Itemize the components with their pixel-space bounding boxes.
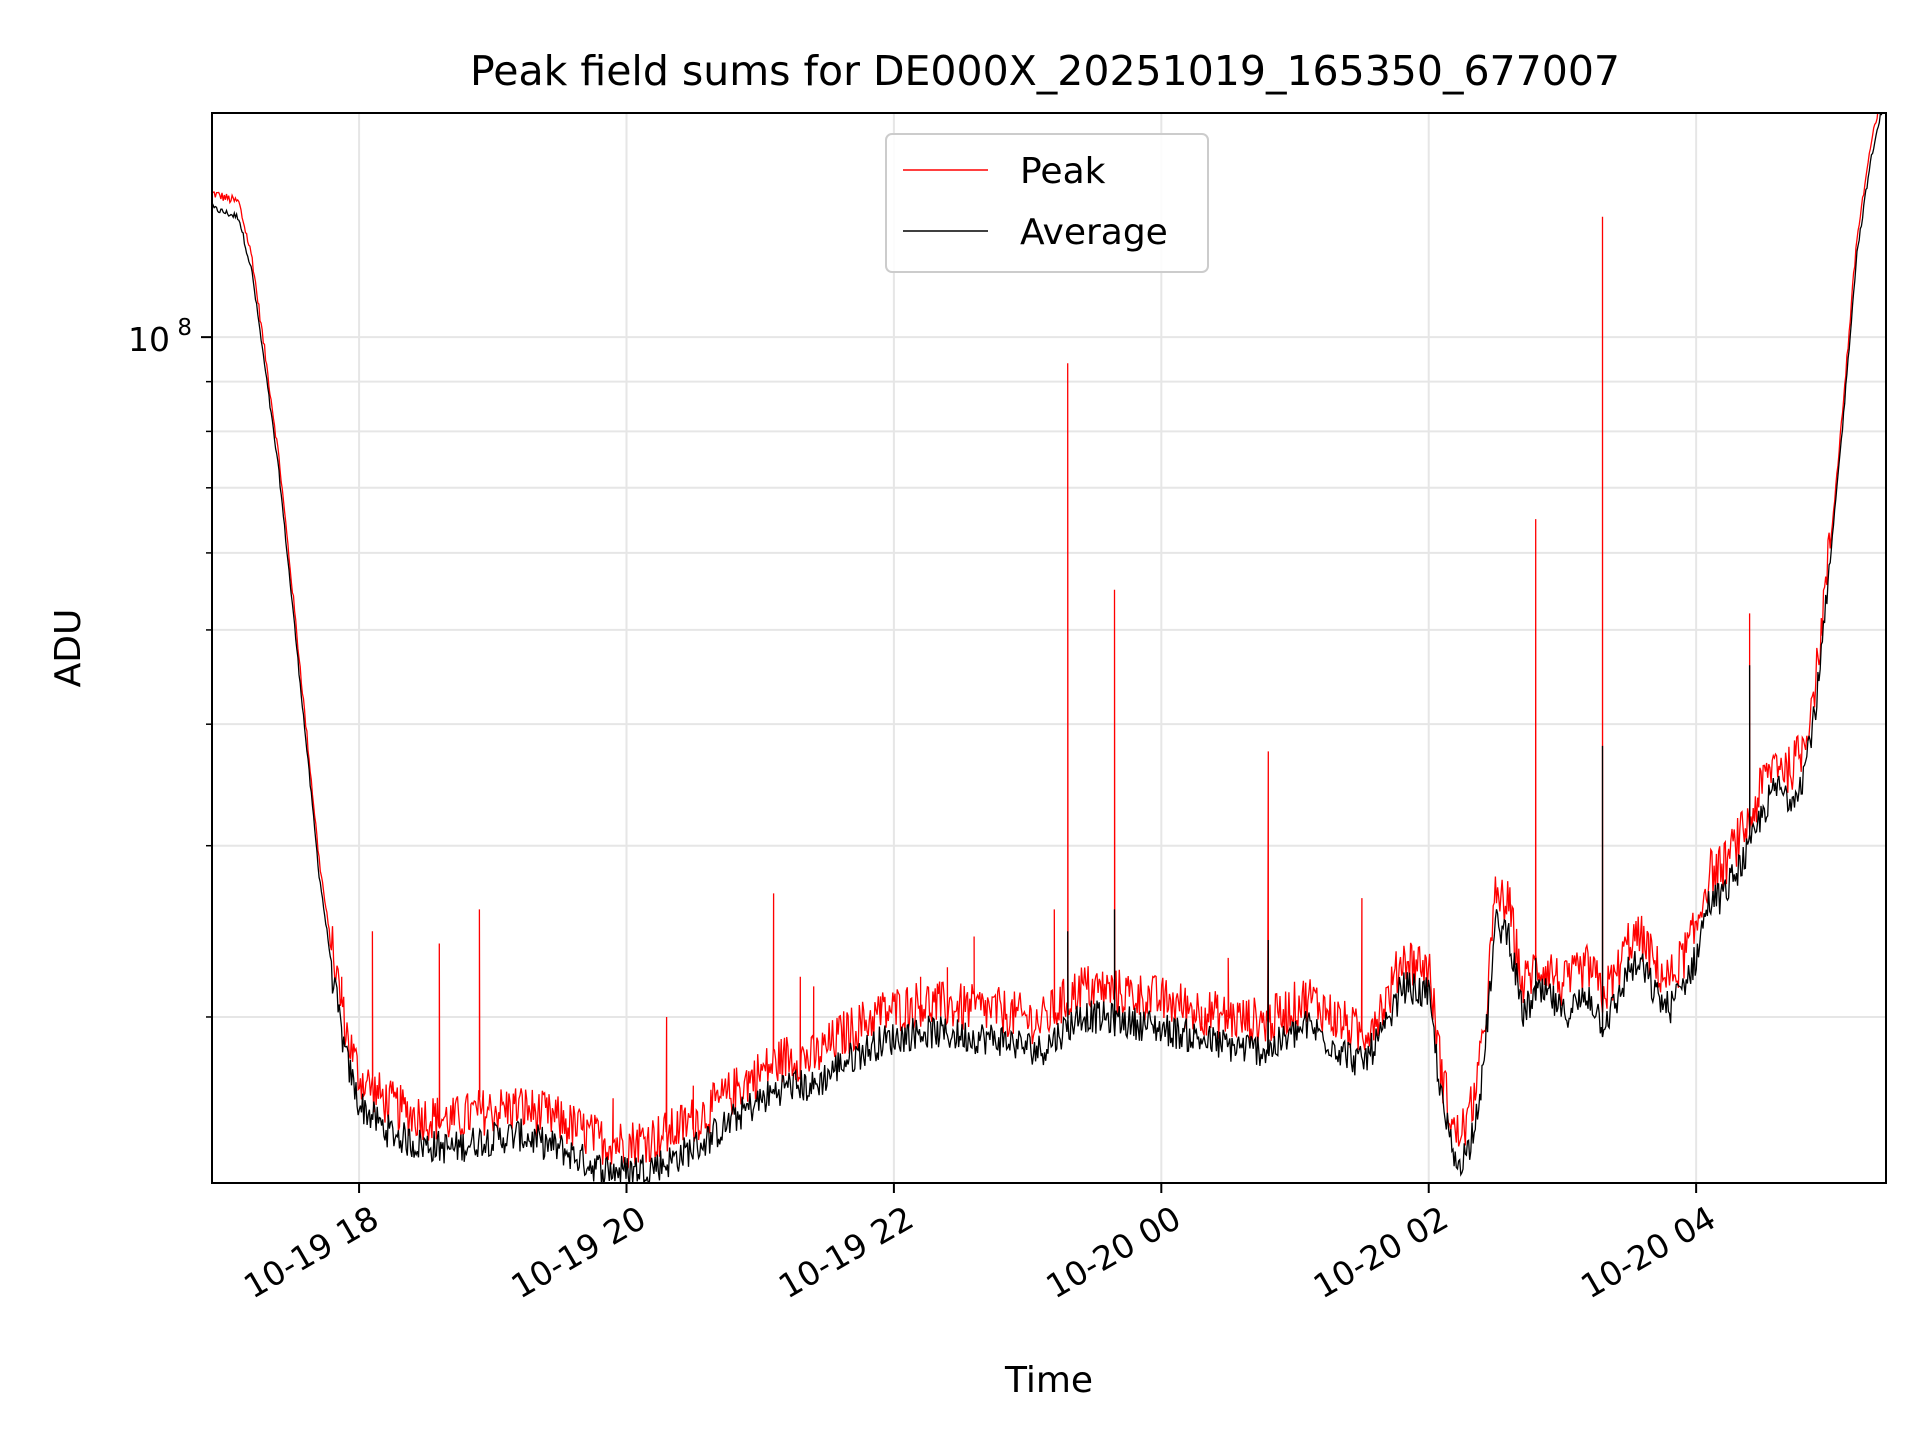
- legend-box: [885, 133, 1209, 273]
- legend-peak-label: Peak: [1020, 151, 1106, 192]
- legend-average-label: Average: [1020, 212, 1168, 253]
- legend: Peak Average: [885, 133, 1209, 273]
- y-tick-exponent: 8: [177, 315, 192, 341]
- grid: [212, 113, 1886, 1183]
- chart-title: Peak field sums for DE000X_20251019_1653…: [470, 47, 1620, 95]
- y-tick-label: 10: [128, 320, 170, 359]
- y-axis-label: ADU: [48, 609, 89, 688]
- x-axis-label: Time: [1004, 1360, 1093, 1401]
- plot-area: [212, 113, 1883, 1183]
- y-axis: 10 8: [128, 315, 212, 1018]
- plot-frame: [211, 112, 1887, 1184]
- series-average-line: [212, 113, 1883, 1183]
